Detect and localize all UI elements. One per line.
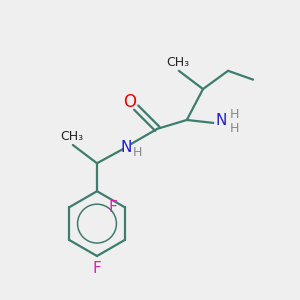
Text: H: H (133, 146, 142, 159)
Text: CH₃: CH₃ (60, 130, 83, 143)
Text: N: N (121, 140, 132, 154)
Text: H: H (230, 108, 239, 121)
Text: H: H (230, 122, 239, 135)
Text: CH₃: CH₃ (166, 56, 189, 69)
Text: F: F (93, 261, 101, 276)
Text: O: O (123, 93, 136, 111)
Text: N: N (216, 113, 227, 128)
Text: F: F (108, 200, 117, 215)
